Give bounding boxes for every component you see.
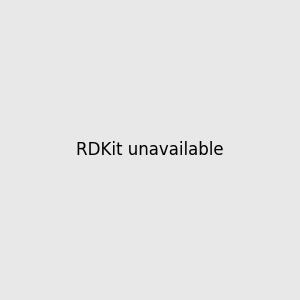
Text: RDKit unavailable: RDKit unavailable	[76, 141, 224, 159]
